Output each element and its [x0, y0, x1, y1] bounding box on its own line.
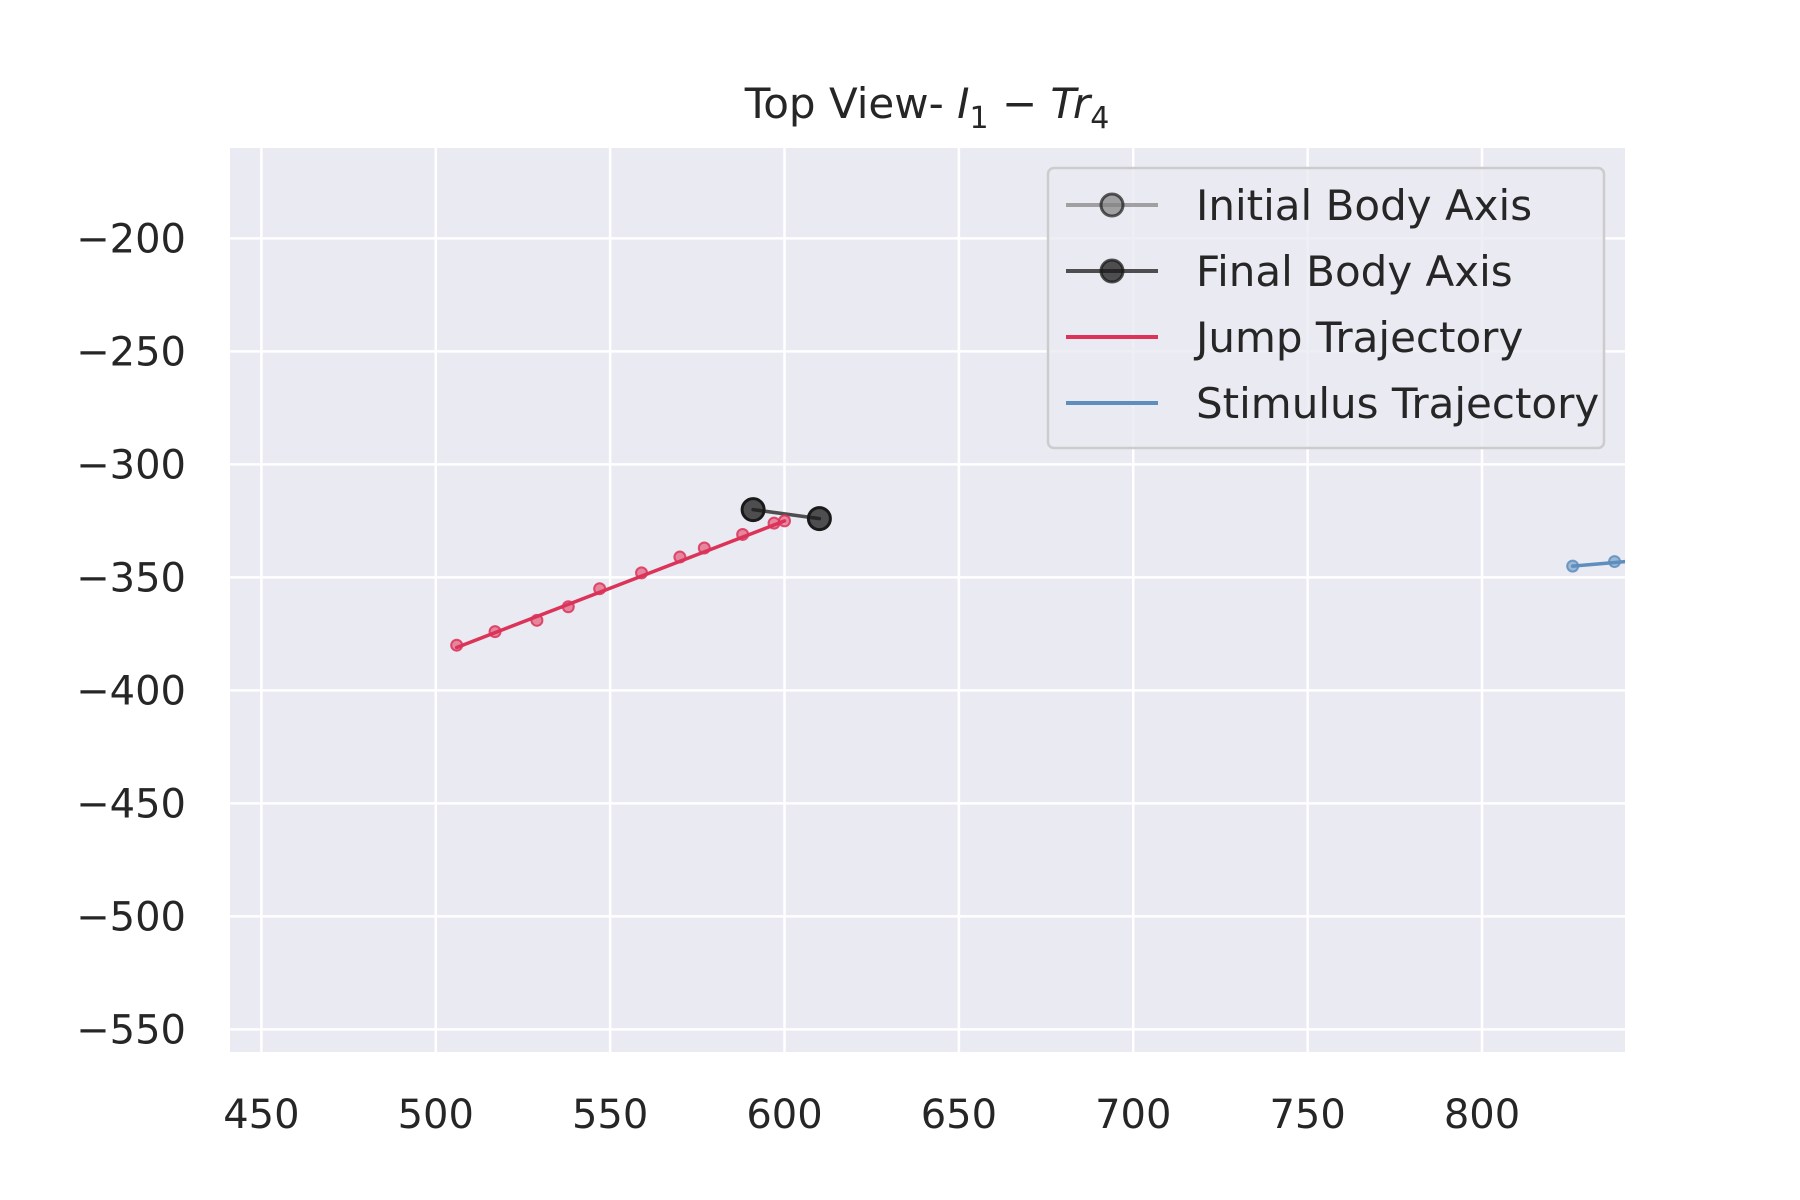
y-tick-label: −400 [76, 668, 186, 714]
chart-title: Top View- I1 − Tr4 [744, 79, 1110, 136]
trajectory-point [635, 566, 649, 580]
y-axis-ticks: −200 −250 −300 −350 −400 −450 −500 −550 [76, 216, 186, 1053]
x-tick-label: 600 [746, 1092, 822, 1138]
trajectory-point [697, 541, 711, 555]
x-tick-label: 750 [1269, 1092, 1345, 1138]
y-tick-label: −350 [76, 555, 186, 601]
legend-item: Stimulus Trajectory [1066, 379, 1599, 428]
y-tick-label: −450 [76, 781, 186, 827]
trajectory-point [593, 582, 607, 596]
x-tick-label: 550 [572, 1092, 648, 1138]
title-sub2: 4 [1090, 101, 1109, 136]
series-final-body-axis [740, 497, 832, 532]
axis-point [806, 506, 832, 532]
trajectory-point [767, 516, 781, 530]
legend-item: Final Body Axis [1066, 247, 1513, 296]
x-tick-label: 800 [1444, 1092, 1520, 1138]
trajectory-point [530, 613, 544, 627]
trajectory-point [736, 527, 750, 541]
legend-label: Initial Body Axis [1196, 181, 1532, 230]
title-base1: I [957, 79, 969, 128]
y-tick-label: −300 [76, 442, 186, 488]
x-axis-ticks: 450 500 550 600 650 700 750 800 [223, 1092, 1520, 1138]
legend-item: Initial Body Axis [1066, 181, 1532, 230]
legend-marker [1099, 192, 1125, 218]
legend-item: Jump Trajectory [1066, 313, 1523, 362]
x-tick-label: 450 [223, 1092, 299, 1138]
series-stimulus-trajectory [1566, 555, 1625, 573]
trajectory-point [1566, 559, 1580, 573]
title-prefix: Top View- [744, 79, 957, 128]
legend-label: Stimulus Trajectory [1196, 379, 1599, 428]
x-tick-label: 650 [921, 1092, 997, 1138]
x-tick-label: 700 [1095, 1092, 1171, 1138]
y-tick-label: −250 [76, 329, 186, 375]
legend-marker [1099, 258, 1125, 284]
trajectory-point [778, 514, 792, 528]
series-jump-trajectory [450, 514, 792, 652]
y-tick-label: −550 [76, 1007, 186, 1053]
title-op: − [989, 79, 1051, 128]
y-tick-label: −200 [76, 216, 186, 262]
trajectory-point [673, 550, 687, 564]
legend: Initial Body Axis Final Body Axis Jump Tra… [1046, 166, 1606, 450]
title-base2: Tr [1051, 79, 1093, 128]
x-tick-label: 500 [398, 1092, 474, 1138]
trajectory-point [450, 638, 464, 652]
y-tick-label: −500 [76, 894, 186, 940]
title-sub1: 1 [970, 101, 989, 136]
legend-label: Jump Trajectory [1193, 313, 1523, 362]
legend-label: Final Body Axis [1196, 247, 1513, 296]
axis-point [740, 497, 766, 523]
trajectory-point [1608, 555, 1622, 569]
series-layer [450, 497, 1625, 652]
trajectory-point [561, 600, 575, 614]
legend-box [1046, 166, 1606, 450]
series-line [454, 519, 787, 650]
trajectory-point [488, 625, 502, 639]
